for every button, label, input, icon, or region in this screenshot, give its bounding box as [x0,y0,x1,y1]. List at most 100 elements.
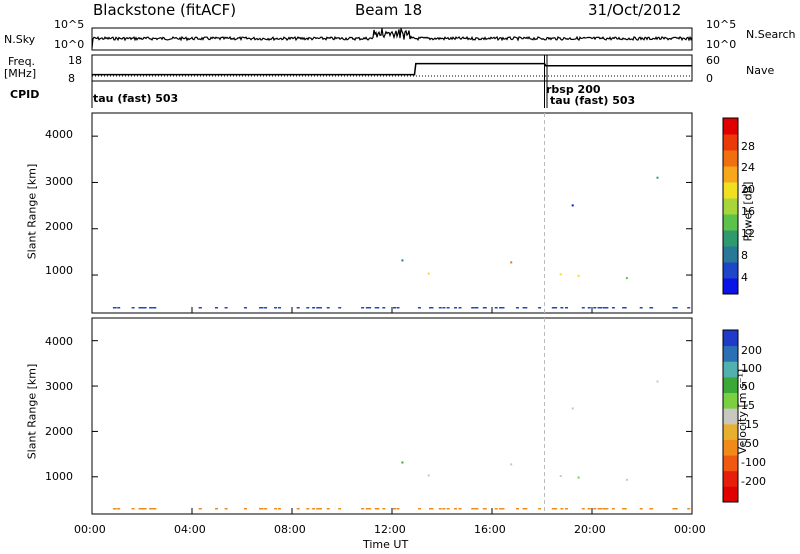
power-scatter-cell [141,307,145,309]
date-title: 31/Oct/2012 [588,1,682,19]
x-tick: 20:00 [574,523,606,536]
velocity-colorbar-swatch [723,361,738,378]
power-scatter-cell [143,307,147,309]
velocity-scatter-cell [656,380,659,383]
velocity-colorbar-frame [722,329,739,503]
power-scatter-cell [656,176,659,179]
velocity-scatter-cell [611,508,615,510]
velocity-scatter-cell [264,508,268,510]
power-scatter-cell [396,307,400,309]
velocity-colorbar-swatch [723,345,738,362]
power-scatter-cell [674,307,678,309]
power-scatter-cell [593,307,597,309]
power-colorbar-swatch [723,246,738,263]
velocity-scatter-cell [581,508,585,510]
power-scatter-cell [554,307,558,309]
velocity-scatter-cell [198,508,202,510]
freq-top-tick: 18 [68,54,82,67]
station-title: Blackstone (fitACF) [93,1,237,19]
velocity-scatter-cell [454,508,457,510]
power-scatter-cell [571,204,574,207]
power-scatter-cell [672,307,676,309]
velocity-scatter-cell [312,508,316,510]
velocity-scatter-cell [401,461,404,464]
velocity-scatter-cell [597,508,601,510]
power-scatter-cell [326,307,330,309]
power-scatter-cell [611,307,615,309]
velocity-cbar-tick: -200 [741,475,766,488]
power-scatter-cell [198,307,202,309]
power-scatter-cell [312,307,316,309]
freq-label-2: [MHz] [4,67,37,80]
power-scatter-cell [522,307,526,309]
velocity-scatter-cell [319,508,322,510]
power-scatter-cell [149,307,153,309]
velocity-y-axis-title: Slant Range [km] [25,363,39,460]
velocity-y-tick: 4000 [45,335,73,348]
x-tick: 12:00 [374,523,406,536]
power-scatter-cell [577,274,580,277]
velocity-panel-frame [91,317,693,515]
velocity-scatter-cell [559,475,562,478]
velocity-scatter-cell [278,508,281,510]
velocity-cbar-tick: -100 [741,456,766,469]
power-scatter-cell [224,307,228,309]
velocity-scatter-cell [516,508,519,510]
velocity-scatter-cell [538,508,542,510]
power-cbar-tick: 28 [741,140,755,153]
power-colorbar-swatch [723,118,738,135]
velocity-scatter-cell [382,508,386,510]
velocity-scatter-cell [274,508,278,510]
power-scatter-cell [494,307,498,309]
power-colorbar-swatch [723,182,738,199]
power-colorbar-frame [722,117,739,295]
velocity-scatter-cell [149,508,153,510]
velocity-scatter-cell [368,508,372,510]
velocity-scatter-cell [482,508,486,510]
velocity-colorbar-swatch [723,408,738,425]
power-scatter-cell [365,307,369,309]
power-y-tick: 2000 [45,220,73,233]
power-scatter-cell [393,307,396,309]
velocity-scatter-cell [374,508,378,510]
power-scatter-cell [458,307,462,309]
power-scatter-cell [278,307,281,309]
power-colorbar-swatch [723,166,738,183]
power-scatter-cell [438,307,442,309]
power-scatter-cell [113,307,117,309]
velocity-scatter-cell [117,508,121,510]
power-scatter-cell [131,307,135,309]
velocity-scatter-cell [446,508,450,510]
power-scatter-cell [153,307,157,309]
cpid-segment-label: tau (fast) 503 [93,92,179,105]
velocity-y-tick: 2000 [45,425,73,438]
power-scatter-cell [499,307,503,309]
velocity-scatter-cell [393,508,396,510]
power-y-tick: 4000 [45,128,73,141]
velocity-scatter-cell [494,508,498,510]
velocity-scatter-cell [625,478,628,481]
power-scatter-cell [382,307,386,309]
velocity-scatter-cell [554,508,558,510]
power-scatter-cell [264,307,268,309]
power-scatter-cell [306,307,310,309]
velocity-scatter-cell [560,508,564,510]
power-scatter-cell [296,307,300,309]
power-cbar-title: Power [dB] [741,181,755,242]
velocity-scatter-cell [427,474,430,477]
power-scatter-cell [650,307,654,309]
power-panel-frame [91,112,693,314]
velocity-scatter-cell [565,508,568,510]
power-scatter-cell [623,307,627,309]
velocity-scatter-cell [418,508,421,510]
power-cbar-tick: 20 [741,183,755,196]
power-cbar-tick: 24 [741,161,755,174]
power-scatter-cell [687,307,691,309]
velocity-scatter-cell [306,508,310,510]
power-scatter-cell [471,307,475,309]
power-y-tick: 3000 [45,175,73,188]
velocity-y-tick: 1000 [45,470,73,483]
power-cbar-tick: 12 [741,227,755,240]
power-scatter-cell [442,307,446,309]
power-scatter-cell [482,307,486,309]
